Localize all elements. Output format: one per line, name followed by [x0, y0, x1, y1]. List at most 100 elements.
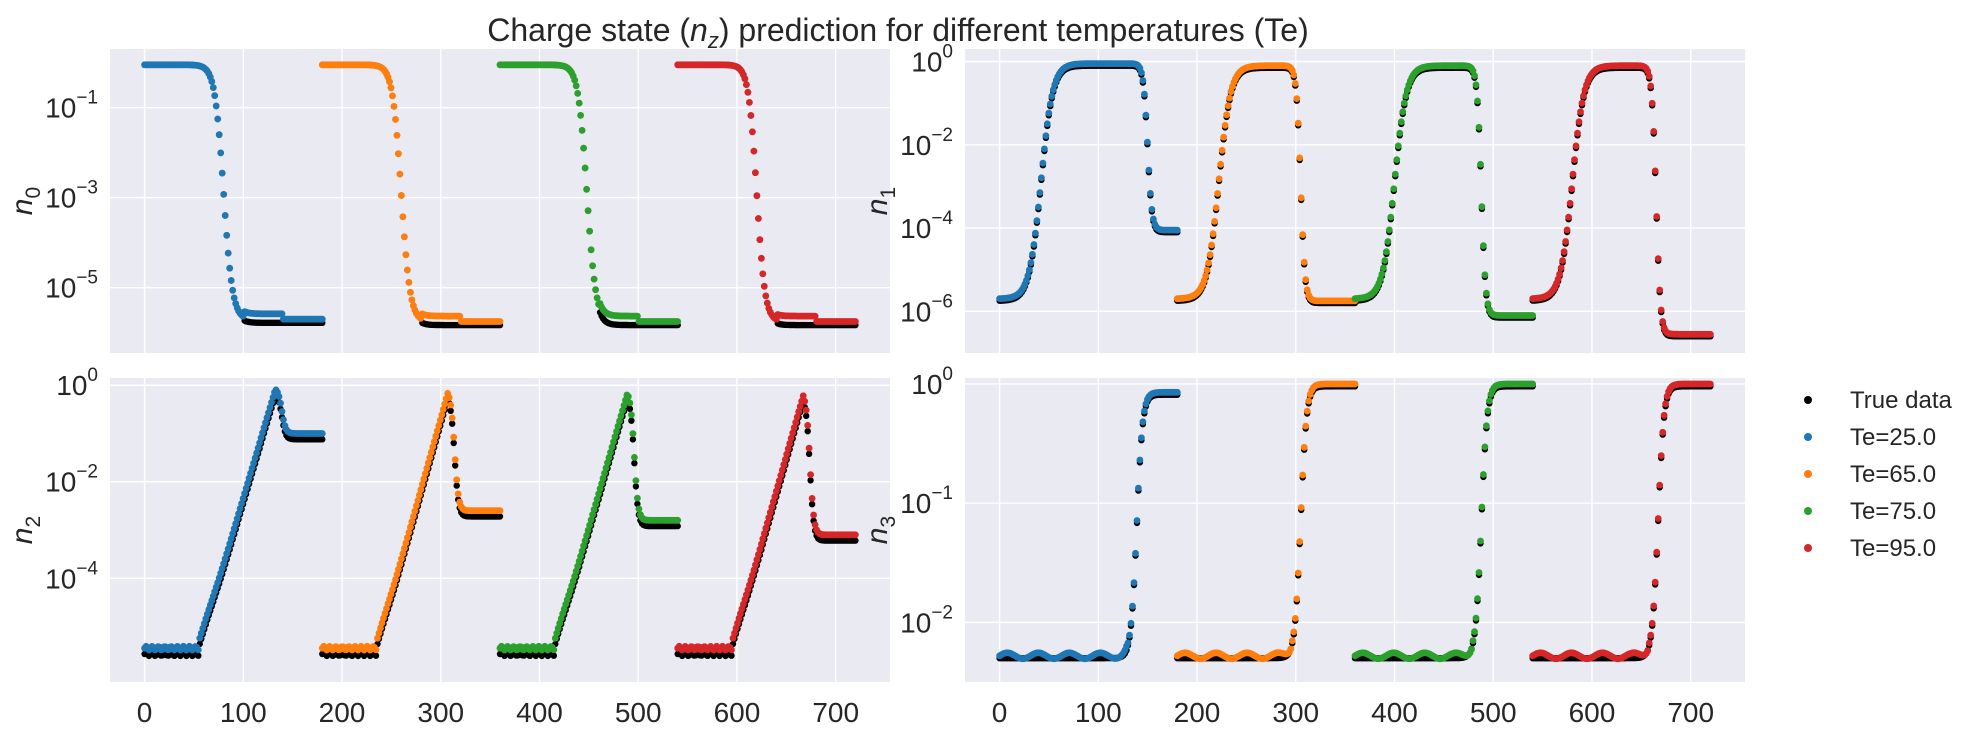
legend-marker: [1804, 433, 1812, 441]
prediction-point: [430, 438, 438, 445]
true-data-point: [628, 417, 635, 424]
prediction-point: [1130, 579, 1138, 586]
prediction-point: [238, 500, 246, 507]
plot-area-n3: [965, 378, 1745, 682]
prediction-point: [550, 646, 558, 654]
prediction-point: [1296, 538, 1304, 545]
prediction-point: [404, 534, 411, 542]
prediction-point: [1145, 166, 1153, 174]
legend-label: Te=95.0: [1850, 535, 1936, 562]
prediction-point: [1477, 537, 1484, 545]
prediction-point: [749, 571, 756, 579]
prediction-point: [755, 551, 762, 558]
prediction-point: [614, 422, 622, 430]
subplot-n3: 10−2 10−1 100 0 100 200 300 400 500 600 700 n3: [861, 364, 1745, 728]
prediction-point: [1477, 160, 1484, 168]
prediction-point: [278, 310, 286, 318]
prediction-point: [1294, 569, 1302, 577]
prediction-point: [450, 433, 458, 441]
prediction-point: [1223, 111, 1230, 119]
points-n3: [996, 380, 1714, 663]
prediction-point: [1384, 238, 1392, 245]
prediction-point: [766, 508, 774, 516]
prediction-point: [1206, 251, 1214, 259]
prediction-point: [1707, 330, 1714, 338]
prediction-point: [424, 459, 432, 467]
prediction-point: [456, 312, 464, 320]
prediction-point: [1305, 397, 1313, 405]
chart-title: Charge state (nz) prediction for differe…: [487, 12, 1308, 53]
prediction-point: [405, 529, 413, 536]
prediction-point: [1029, 250, 1036, 258]
prediction-point: [777, 471, 785, 479]
prediction-point: [1041, 145, 1048, 153]
prediction-point: [1291, 615, 1299, 622]
prediction-point: [1211, 218, 1218, 225]
prediction-point: [1381, 257, 1389, 264]
prediction-point: [783, 450, 791, 458]
prediction-point: [1486, 397, 1493, 405]
y-tick-label: 100: [911, 364, 953, 400]
prediction-point: [1559, 257, 1566, 264]
prediction-point: [1124, 639, 1132, 647]
prediction-point: [620, 402, 628, 409]
prediction-point: [749, 128, 756, 136]
legend-label: Te=65.0: [1850, 461, 1936, 488]
prediction-point: [1388, 199, 1396, 207]
prediction-point: [578, 547, 586, 555]
prediction-point: [1474, 595, 1481, 602]
y-axis-label-n2: n2: [6, 516, 45, 544]
prediction-point: [398, 555, 405, 563]
prediction-point: [214, 115, 222, 123]
prediction-point: [780, 461, 788, 469]
prediction-point: [408, 296, 416, 304]
prediction-point: [266, 404, 274, 411]
prediction-point: [1648, 99, 1656, 107]
prediction-point: [852, 531, 859, 539]
prediction-point: [768, 503, 776, 511]
prediction-point: [1291, 80, 1299, 87]
legend: True data Te=25.0 Te=65.0 Te=75.0 Te=95.0: [1804, 387, 1952, 562]
prediction-point: [1136, 456, 1144, 464]
points-n1: [996, 60, 1714, 340]
x-tick-label: 0: [992, 697, 1008, 728]
prediction-point: [1575, 118, 1583, 126]
prediction-point: [441, 400, 449, 408]
prediction-point: [1144, 138, 1151, 146]
prediction-point: [774, 482, 782, 490]
prediction-point: [1173, 388, 1181, 396]
prediction-point: [1036, 189, 1044, 197]
prediction-point: [744, 88, 752, 96]
prediction-point: [318, 430, 326, 437]
subplot-n2: 10−4 10−2 100 0 100 200 300 400 500 600 700 n2: [6, 365, 890, 728]
prediction-point: [1578, 99, 1586, 107]
prediction-point: [746, 99, 753, 106]
x-tick-label: 600: [1569, 697, 1616, 728]
prediction-point: [583, 185, 590, 193]
prediction-point: [790, 424, 798, 431]
prediction-point: [575, 557, 583, 565]
prediction-point: [278, 408, 286, 415]
prediction-point: [212, 102, 220, 110]
prediction-point: [575, 99, 583, 107]
prediction-point: [1659, 318, 1667, 325]
prediction-point: [410, 513, 417, 520]
prediction-point: [1026, 266, 1033, 274]
points-n2: [141, 386, 859, 660]
prediction-point: [583, 532, 590, 539]
x-tick-label: 400: [1371, 697, 1418, 728]
prediction-point: [447, 401, 455, 409]
prediction-point: [1033, 217, 1041, 225]
x-tick-label: 500: [1470, 697, 1517, 728]
prediction-point: [1648, 619, 1656, 627]
prediction-point: [1039, 159, 1047, 167]
prediction-point: [269, 394, 277, 401]
points-n0: [141, 61, 859, 329]
prediction-point: [802, 406, 810, 414]
prediction-point: [432, 432, 440, 440]
prediction-point: [584, 207, 592, 215]
prediction-point: [454, 490, 462, 498]
prediction-point: [1647, 631, 1655, 639]
prediction-point: [1226, 94, 1233, 102]
prediction-point: [1483, 422, 1490, 430]
